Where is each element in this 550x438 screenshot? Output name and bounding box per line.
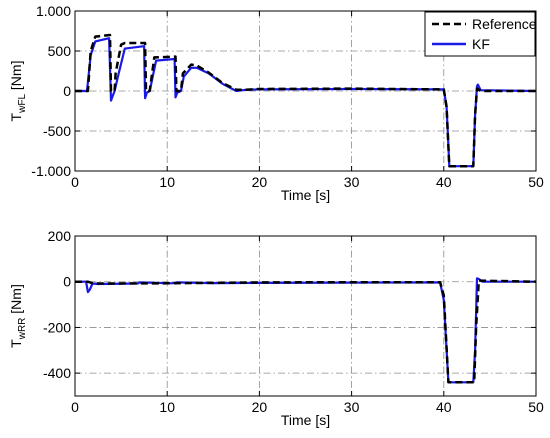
bottom-chart: 0 10 20 30 40 50 -400 -200 0 200 Time [s] TwRR [N…: [8, 228, 544, 428]
top-y-label-unit: [Nm]: [8, 61, 24, 94]
top-x-axis-label: Time [s]: [281, 187, 330, 203]
bottom-x-axis-label: Time [s]: [281, 412, 330, 428]
top-series-reference-line: [75, 33, 536, 168]
bottom-plot-frame: [74, 235, 537, 397]
bottom-x-tick-label: 30: [344, 399, 360, 415]
top-x-tick-label: 10: [159, 174, 175, 190]
bottom-x-tick-label: 40: [436, 399, 452, 415]
top-x-tick-label: 0: [71, 174, 79, 190]
bottom-y-tick-label: 200: [48, 228, 72, 244]
bottom-x-tick-label: 0: [71, 399, 79, 415]
bottom-x-tick-label: 10: [159, 399, 175, 415]
bottom-y-tick-label: -200: [43, 319, 71, 335]
bottom-series-kf-line: [75, 277, 536, 384]
top-x-tick-label: 20: [252, 174, 268, 190]
legend-reference-label: Reference: [472, 16, 537, 32]
bottom-y-tick-label: 0: [63, 274, 71, 290]
bottom-x-tick-label: 20: [252, 399, 268, 415]
top-x-tick-label: 50: [528, 174, 544, 190]
top-y-tick-label: -1.000: [31, 163, 71, 179]
top-x-tick-label: 40: [436, 174, 452, 190]
top-y-tick-label: 500: [48, 43, 72, 59]
legend-kf-label: KF: [472, 36, 490, 52]
legend: Reference KF: [424, 11, 537, 57]
bottom-y-axis-label: TwRR [Nm]: [8, 284, 28, 348]
top-y-label-sub: wFL: [17, 94, 28, 114]
bottom-series-reference-line: [75, 279, 537, 384]
bottom-x-tick-label: 50: [528, 399, 544, 415]
bottom-y-label-main: T: [8, 339, 24, 348]
bottom-y-label-unit: [Nm]: [8, 284, 24, 317]
top-x-tick-label: 30: [344, 174, 360, 190]
bottom-y-tick-label: -400: [43, 365, 71, 381]
legend-box: [424, 11, 536, 57]
top-y-tick-label: 0: [63, 83, 71, 99]
top-y-tick-label: -500: [43, 123, 71, 139]
top-y-label-main: T: [8, 112, 24, 121]
bottom-y-label-sub: wRR: [17, 318, 28, 341]
top-y-axis-label: TwFL [Nm]: [8, 61, 28, 122]
top-y-tick-label: 1.000: [36, 3, 71, 19]
